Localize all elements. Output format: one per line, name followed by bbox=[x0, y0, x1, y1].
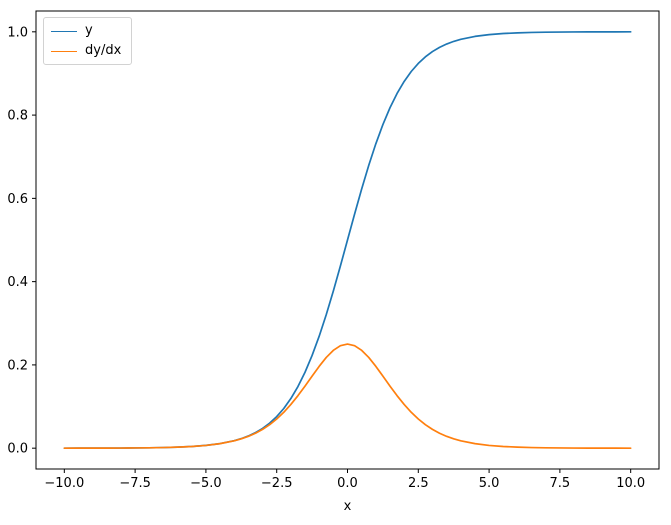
axes-frame bbox=[35, 10, 660, 470]
legend-item-dydx: dy/dx bbox=[51, 43, 121, 59]
y-tick-label: 0.4 bbox=[7, 275, 28, 290]
y-tick-label: 0.8 bbox=[7, 109, 28, 124]
legend-item-y: y bbox=[51, 23, 121, 39]
x-tick-label: 5.0 bbox=[479, 476, 500, 491]
legend-label-dydx: dy/dx bbox=[85, 43, 122, 58]
x-tick-label: 7.5 bbox=[550, 476, 571, 491]
legend-label-y: y bbox=[85, 23, 93, 38]
x-tick-label: 10.0 bbox=[616, 476, 645, 491]
x-tick-label: −10.0 bbox=[44, 476, 84, 491]
x-axis-label: x bbox=[344, 499, 352, 514]
y-tick-label: 1.0 bbox=[7, 25, 28, 40]
y-tick-label: 0.0 bbox=[7, 442, 28, 457]
legend-line-swatch-y bbox=[51, 30, 77, 32]
x-tick-label: 0.0 bbox=[337, 476, 358, 491]
x-tick-label: −2.5 bbox=[261, 476, 293, 491]
x-tick-label: 2.5 bbox=[408, 476, 429, 491]
y-tick-label: 0.2 bbox=[7, 358, 28, 373]
y-tick-label: 0.6 bbox=[7, 192, 28, 207]
series-line-dydx bbox=[63, 343, 632, 450]
legend: y dy/dx bbox=[43, 17, 133, 65]
x-tick-label: −7.5 bbox=[119, 476, 151, 491]
legend-line-swatch-dydx bbox=[51, 50, 77, 52]
x-tick-label: −5.0 bbox=[190, 476, 222, 491]
